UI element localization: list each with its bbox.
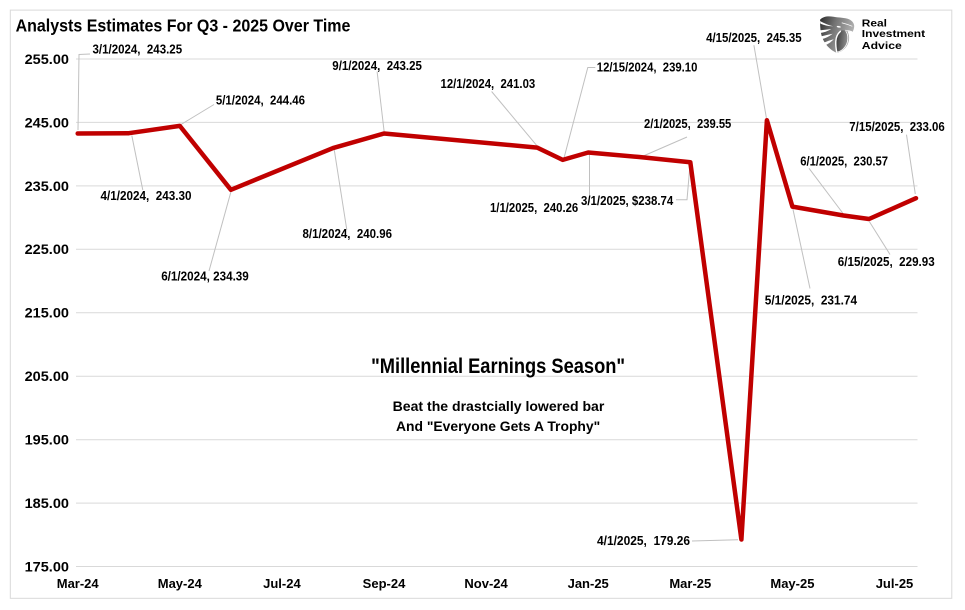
svg-text:"Millennial Earnings Season": "Millennial Earnings Season" [371,355,625,378]
svg-text:5/1/2025, 231.74: 5/1/2025, 231.74 [765,293,858,308]
svg-text:9/1/2024, 243.25: 9/1/2024, 243.25 [332,58,422,73]
svg-text:175.00: 175.00 [25,559,69,574]
svg-text:Beat the drastcially lowered b: Beat the drastcially lowered bar [393,399,605,414]
svg-text:Mar-24: Mar-24 [57,576,100,591]
svg-text:3/1/2025, $238.74: 3/1/2025, $238.74 [581,193,674,208]
svg-text:3/1/2024, 243.25: 3/1/2024, 243.25 [93,42,183,57]
svg-text:8/1/2024, 240.96: 8/1/2024, 240.96 [303,226,393,241]
svg-text:Sep-24: Sep-24 [363,576,406,591]
svg-text:6/1/2024, 234.39: 6/1/2024, 234.39 [161,268,249,283]
svg-text:4/1/2025, 179.26: 4/1/2025, 179.26 [597,533,690,548]
svg-text:Jul-24: Jul-24 [263,576,301,591]
svg-text:6/15/2025, 229.93: 6/15/2025, 229.93 [838,254,935,269]
svg-text:Advice: Advice [862,40,902,52]
svg-text:2/1/2025, 239.55: 2/1/2025, 239.55 [644,116,731,131]
svg-text:May-24: May-24 [158,576,203,591]
svg-text:Analysts Estimates For Q3 - 20: Analysts Estimates For Q3 - 2025 Over Ti… [16,16,351,36]
svg-text:185.00: 185.00 [25,496,69,511]
svg-text:225.00: 225.00 [25,242,69,257]
svg-text:Jul-25: Jul-25 [876,576,914,591]
svg-text:235.00: 235.00 [25,179,69,194]
svg-text:Mar-25: Mar-25 [669,576,711,591]
svg-text:12/15/2024, 239.10: 12/15/2024, 239.10 [597,59,698,74]
svg-text:4/1/2024, 243.30: 4/1/2024, 243.30 [101,188,192,203]
svg-text:Nov-24: Nov-24 [464,576,508,591]
svg-text:255.00: 255.00 [25,52,69,67]
svg-text:And "Everyone Gets A Trophy": And "Everyone Gets A Trophy" [396,419,600,434]
svg-text:7/15/2025, 233.06: 7/15/2025, 233.06 [849,119,945,134]
svg-text:4/15/2025, 245.35: 4/15/2025, 245.35 [706,30,802,45]
svg-text:195.00: 195.00 [25,433,69,448]
svg-text:Investment: Investment [862,28,926,40]
svg-text:6/1/2025, 230.57: 6/1/2025, 230.57 [800,153,888,168]
svg-text:205.00: 205.00 [25,369,69,384]
svg-text:1/1/2025, 240.26: 1/1/2025, 240.26 [490,200,578,215]
svg-text:May-25: May-25 [770,576,814,591]
svg-text:Real: Real [862,17,887,29]
svg-text:215.00: 215.00 [25,306,69,321]
svg-text:245.00: 245.00 [25,115,69,130]
svg-text:12/1/2024, 241.03: 12/1/2024, 241.03 [441,76,536,91]
svg-text:5/1/2024, 244.46: 5/1/2024, 244.46 [216,92,305,107]
svg-text:Jan-25: Jan-25 [568,576,609,591]
